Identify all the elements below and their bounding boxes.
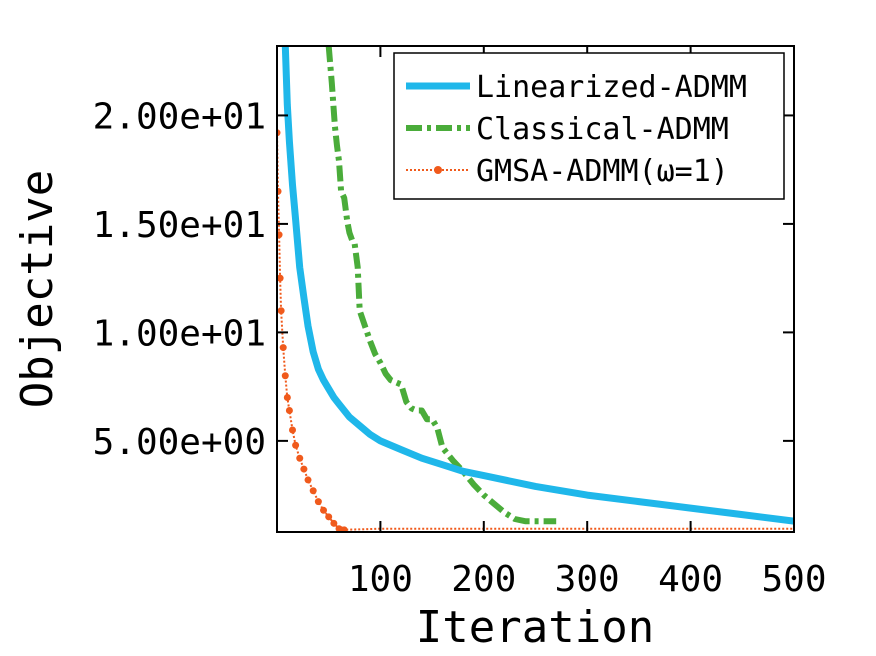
ticks-layer: 100 200 300 400 500 5.00e+00 1.00e+01 1.50e+01 2… — [93, 46, 827, 600]
legend-label-0: Linearized-ADMM — [476, 70, 747, 105]
x-tick-label: 100 — [348, 559, 413, 600]
legend-label-2: GMSA-ADMM(ω=1) — [476, 154, 729, 189]
series-point-2 — [314, 498, 322, 506]
series-point-2 — [277, 231, 283, 239]
series-point-2 — [277, 274, 284, 282]
series-point-2 — [283, 393, 291, 401]
series-point-2 — [340, 526, 348, 532]
x-tick-label: 300 — [555, 559, 620, 600]
series-point-2 — [277, 307, 285, 315]
plot-frame — [276, 45, 795, 533]
legend-label-1: Classical-ADMM — [476, 112, 729, 147]
series-point-2 — [279, 344, 287, 352]
x-tick-label: 500 — [761, 559, 826, 600]
series-point-2 — [281, 372, 289, 380]
y-axis-title: Objective — [12, 170, 63, 408]
y-tick-label: 1.00e+01 — [93, 313, 266, 354]
series-point-2 — [320, 506, 328, 514]
x-axis-title: Iteration — [416, 602, 654, 653]
series-line-1 — [325, 46, 557, 525]
series-point-2 — [296, 454, 304, 462]
series-point-2 — [325, 513, 333, 521]
series-point-2 — [309, 487, 317, 495]
series-point-2 — [277, 187, 282, 195]
legend-marker-2 — [434, 166, 442, 174]
legend: Linearized-ADMM Classical-ADMM GMSA-ADMM(ω… — [393, 52, 785, 200]
x-tick-label: 400 — [658, 559, 723, 600]
series-layer — [277, 46, 794, 532]
series-point-2 — [289, 426, 297, 434]
y-tick-label: 1.50e+01 — [93, 205, 266, 246]
y-tick-label: 2.00e+01 — [93, 96, 266, 137]
x-tick-label: 200 — [451, 559, 516, 600]
series-line-0 — [281, 46, 794, 525]
series-point-2 — [330, 519, 338, 527]
series-point-2 — [285, 407, 293, 414]
series-point-2 — [300, 465, 308, 473]
y-tick-label: 5.00e+00 — [93, 422, 266, 463]
series-point-2 — [304, 476, 312, 484]
series-point-2 — [292, 441, 300, 449]
